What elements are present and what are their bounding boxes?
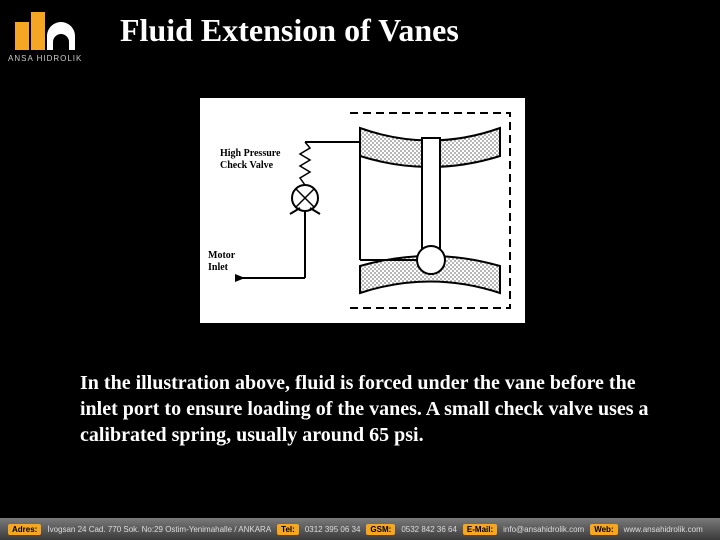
brand-logo: ANSA HIDROLIK — [8, 8, 82, 63]
footer-email: info@ansahidrolik.com — [503, 525, 584, 534]
footer-web-label: Web: — [590, 524, 617, 535]
vane-diagram: High Pressure Check Valve Motor Inlet — [200, 98, 525, 323]
footer-email-label: E-Mail: — [463, 524, 497, 535]
slide-body-text: In the illustration above, fluid is forc… — [80, 370, 670, 448]
slide-title: Fluid Extension of Vanes — [120, 12, 459, 49]
footer-tel: 0312 395 06 34 — [305, 525, 361, 534]
footer-addr-label: Adres: — [8, 524, 41, 535]
footer-gsm: 0532 842 36 64 — [401, 525, 457, 534]
footer-tel-label: Tel: — [277, 524, 299, 535]
label-inlet-1: Motor — [208, 250, 236, 261]
footer-addr: İvogsan 24 Cad. 770 Sok. No:29 Ostim-Yen… — [47, 525, 271, 534]
footer-bar: Adres: İvogsan 24 Cad. 770 Sok. No:29 Os… — [0, 518, 720, 540]
label-check-valve-2: Check Valve — [220, 160, 274, 171]
logo-icon — [15, 8, 75, 50]
footer-gsm-label: GSM: — [366, 524, 395, 535]
logo-brand-text: ANSA HIDROLIK — [8, 54, 82, 63]
label-check-valve-1: High Pressure — [220, 148, 281, 159]
label-inlet-2: Inlet — [208, 262, 229, 273]
footer-web: www.ansahidrolik.com — [624, 525, 703, 534]
